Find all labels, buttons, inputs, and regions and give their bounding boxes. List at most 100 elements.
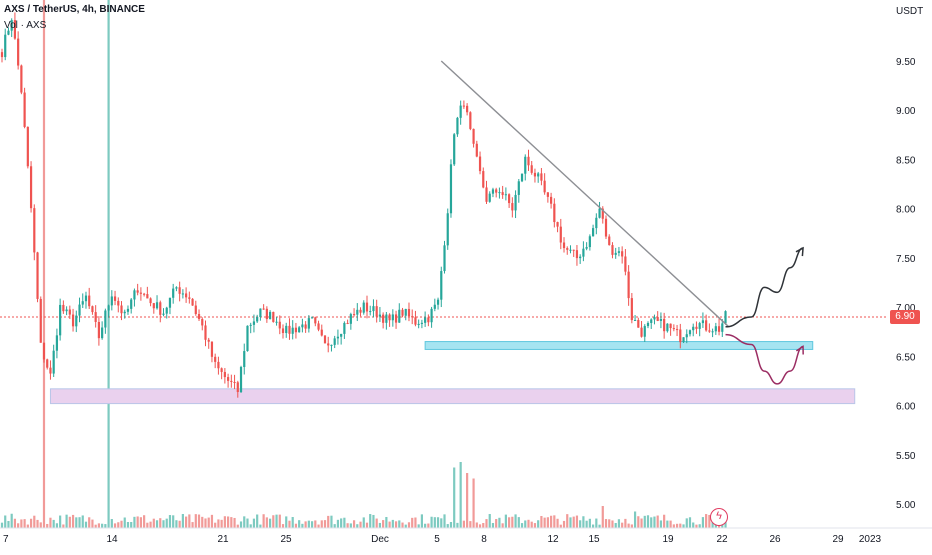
candle-body	[524, 156, 527, 174]
candle-body	[26, 126, 29, 167]
volume-bar	[220, 519, 223, 528]
candle-body	[356, 309, 359, 315]
candle-body	[375, 306, 378, 317]
candle-body	[491, 189, 495, 194]
volume-bar	[466, 473, 469, 528]
y-tick-label: 6.50	[896, 352, 916, 363]
candle-body	[268, 311, 272, 320]
volume-bar	[491, 523, 495, 528]
volume-bar	[194, 514, 197, 528]
zones	[49, 341, 856, 405]
candle-body	[117, 300, 120, 306]
candle-body	[714, 326, 717, 332]
volume-bar	[330, 515, 333, 528]
volume-bar	[49, 517, 52, 528]
candle-body	[682, 337, 685, 343]
volume-bar	[327, 515, 330, 528]
volume-bar	[356, 524, 359, 528]
volume-bar	[485, 519, 488, 528]
volume-bar	[456, 522, 459, 528]
scenario-path-down	[725, 333, 804, 385]
volume-bar	[446, 524, 449, 528]
volume-bar	[475, 522, 478, 528]
volume-bar	[23, 519, 26, 528]
candle-body	[278, 321, 281, 329]
volume-bar	[595, 518, 598, 528]
candle-body	[553, 203, 556, 223]
candle-body	[207, 339, 210, 342]
candle-body	[323, 335, 327, 344]
candle-body	[143, 293, 146, 295]
candle-body	[288, 325, 291, 334]
candle-body	[81, 301, 84, 305]
x-tick-label: Dec	[371, 534, 389, 545]
candle-body	[320, 329, 323, 336]
volume-bar	[514, 514, 517, 528]
volume-bar	[695, 524, 698, 528]
candle-body	[569, 249, 572, 251]
volume-bar	[520, 523, 524, 528]
candle-body	[7, 30, 10, 35]
volume-bar	[294, 523, 298, 528]
volume-bar	[566, 514, 569, 528]
candle-body	[440, 271, 443, 300]
volume-bar	[527, 519, 530, 528]
candle-body	[307, 318, 310, 329]
candle-body	[265, 308, 268, 320]
volume-bar	[701, 517, 705, 528]
volume-bar	[181, 513, 184, 528]
candle-body	[504, 194, 507, 196]
volume-bar	[4, 515, 7, 528]
candle-body	[472, 128, 475, 144]
candle-body	[42, 342, 46, 360]
lightning-bolt-icon[interactable]: ϟ	[710, 508, 728, 526]
candle-body	[281, 328, 285, 334]
demand-zone	[49, 388, 856, 405]
volume-bar	[643, 515, 646, 528]
volume-bar	[550, 515, 553, 528]
x-tick-label: 12	[547, 534, 559, 545]
volume-bar	[440, 518, 443, 528]
volume-bar	[139, 517, 142, 528]
volume-bar	[81, 515, 84, 528]
volume-bar	[336, 519, 340, 528]
candle-body	[579, 256, 582, 259]
candle-body	[256, 317, 259, 322]
candle-body	[598, 208, 601, 218]
candle-body	[385, 314, 388, 323]
candle-body	[414, 317, 417, 325]
volume-bar	[217, 519, 220, 528]
volume-bar	[13, 518, 17, 528]
candle-body	[650, 319, 653, 323]
volume-bar	[272, 515, 275, 528]
candle-body	[378, 314, 382, 317]
volume-bar	[201, 516, 204, 528]
candle-body	[688, 330, 692, 335]
volume-bar	[688, 517, 692, 528]
y-axis: 9.50 9.00 8.50 8.00 7.50 7.00 6.50 6.00 5.50 5.00	[896, 57, 916, 511]
volume-bar	[598, 524, 601, 528]
candle-body	[362, 302, 365, 313]
candle-body	[475, 143, 478, 157]
candle-body	[433, 304, 436, 309]
candle-body	[291, 327, 294, 334]
y-tick-label: 9.50	[896, 57, 916, 68]
volume-bar	[453, 467, 456, 528]
volume-bar	[430, 516, 433, 528]
candle-body	[411, 316, 414, 318]
volume-bar	[110, 519, 113, 528]
candle-body	[136, 290, 139, 293]
volume-bar	[188, 514, 191, 528]
candle-body	[71, 314, 75, 327]
volume-bar	[543, 517, 546, 528]
candle-body	[708, 330, 711, 332]
candle-body	[0, 52, 4, 58]
candle-body	[485, 187, 488, 202]
candle-body	[113, 296, 117, 301]
volume-bar	[359, 521, 362, 528]
volume-bar	[420, 514, 423, 528]
volume-bar	[346, 523, 349, 528]
candle-body	[721, 323, 724, 332]
